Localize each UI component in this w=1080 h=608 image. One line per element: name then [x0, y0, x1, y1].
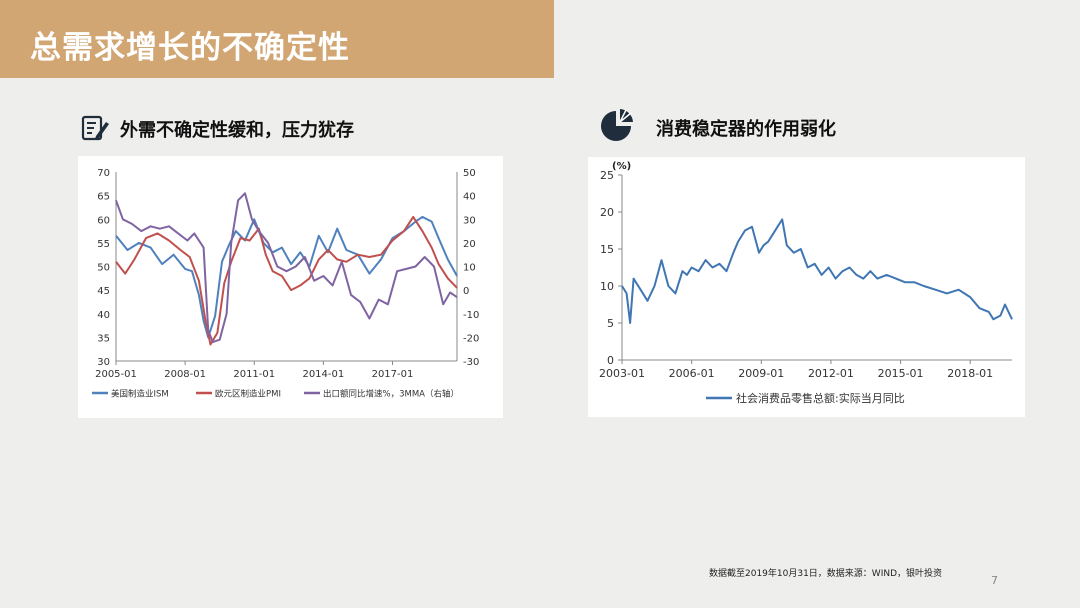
y-tick-label-left: 45 — [97, 286, 110, 297]
right-panel-heading: 消费稳定器的作用弱化 — [600, 108, 836, 148]
y-tick-label-left: 35 — [97, 333, 110, 344]
left-panel-heading: 外需不确定性缓和，压力犹存 — [80, 112, 354, 146]
y-tick-label-left: 30 — [97, 357, 110, 368]
y-tick-label: 20 — [600, 206, 614, 219]
right-chart: (%) 0 5 10 15 20 25 2003-01 2006-01 2009-01 2012-0… — [588, 157, 1025, 417]
y-tick-label: 5 — [607, 317, 614, 330]
x-tick-label: 2005-01 — [95, 369, 137, 380]
pmi-export-chart: 30 35 40 45 50 55 60 65 70 -30 -20 -10 0 10 20 30 40 50 20… — [92, 168, 479, 400]
y-tick-label-right: 40 — [463, 192, 476, 203]
series-line-1 — [115, 215, 458, 339]
y-tick-label-right: 20 — [463, 239, 476, 250]
x-tick-label: 2018-01 — [947, 367, 993, 380]
title-banner: 总需求增长的不确定性 — [0, 0, 554, 78]
y-tick-label-right: 30 — [463, 215, 476, 226]
y-tick-label: 10 — [600, 280, 614, 293]
page-title: 总需求增长的不确定性 — [30, 30, 350, 66]
y-tick-label-left: 65 — [97, 192, 110, 203]
y-tick-label-left: 70 — [97, 168, 110, 179]
y-unit-label: (%) — [612, 161, 631, 172]
left-panel-title: 外需不确定性缓和，压力犹存 — [120, 120, 354, 141]
legend-label: 出口额同比增速%，3MMA（右轴） — [323, 389, 459, 400]
legend-label: 社会消费品零售总额:实际当月同比 — [736, 391, 905, 405]
y-tick-label-right: 10 — [463, 263, 476, 274]
page-number: 7 — [991, 574, 998, 587]
y-tick-label-left: 55 — [97, 239, 110, 250]
x-tick-label: 2014-01 — [302, 369, 344, 380]
pie-chart-icon — [600, 108, 636, 148]
y-tick-label: 15 — [600, 243, 614, 256]
x-tick-label: 2008-01 — [164, 369, 206, 380]
x-tick-label: 2011-01 — [233, 369, 275, 380]
y-tick-label-right: 0 — [463, 286, 469, 297]
document-edit-icon — [80, 112, 110, 146]
x-tick-label: 2009-01 — [738, 367, 784, 380]
x-tick-label: 2017-01 — [372, 369, 414, 380]
x-tick-label: 2012-01 — [808, 367, 854, 380]
left-chart: 30 35 40 45 50 55 60 65 70 -30 -20 -10 0 10 20 30 40 50 20… — [78, 156, 503, 418]
legend-label: 欧元区制造业PMI — [215, 389, 281, 400]
series-line-2 — [115, 215, 458, 346]
right-panel-title: 消费稳定器的作用弱化 — [656, 119, 836, 140]
y-tick-label-left: 40 — [97, 310, 110, 321]
series-line-3 — [115, 192, 458, 344]
x-tick-label: 2006-01 — [669, 367, 715, 380]
retail-sales-chart: (%) 0 5 10 15 20 25 2003-01 2006-01 2009-01 2012-0… — [599, 161, 1013, 405]
y-tick-label: 0 — [607, 354, 614, 367]
y-tick-label: 25 — [600, 169, 614, 182]
y-tick-label-left: 60 — [97, 215, 110, 226]
legend-label: 美国制造业ISM — [111, 389, 169, 400]
y-tick-label-right: 50 — [463, 168, 476, 179]
x-tick-label: 2015-01 — [878, 367, 924, 380]
y-tick-label-right: -10 — [463, 310, 479, 321]
series-line-retail — [621, 218, 1013, 324]
x-tick-label: 2003-01 — [599, 367, 645, 380]
y-tick-label-right: -30 — [463, 357, 479, 368]
y-tick-label-right: -20 — [463, 333, 479, 344]
source-note: 数据截至2019年10月31日，数据来源：WIND，银叶投资 — [709, 569, 943, 579]
y-tick-label-left: 50 — [97, 263, 110, 274]
